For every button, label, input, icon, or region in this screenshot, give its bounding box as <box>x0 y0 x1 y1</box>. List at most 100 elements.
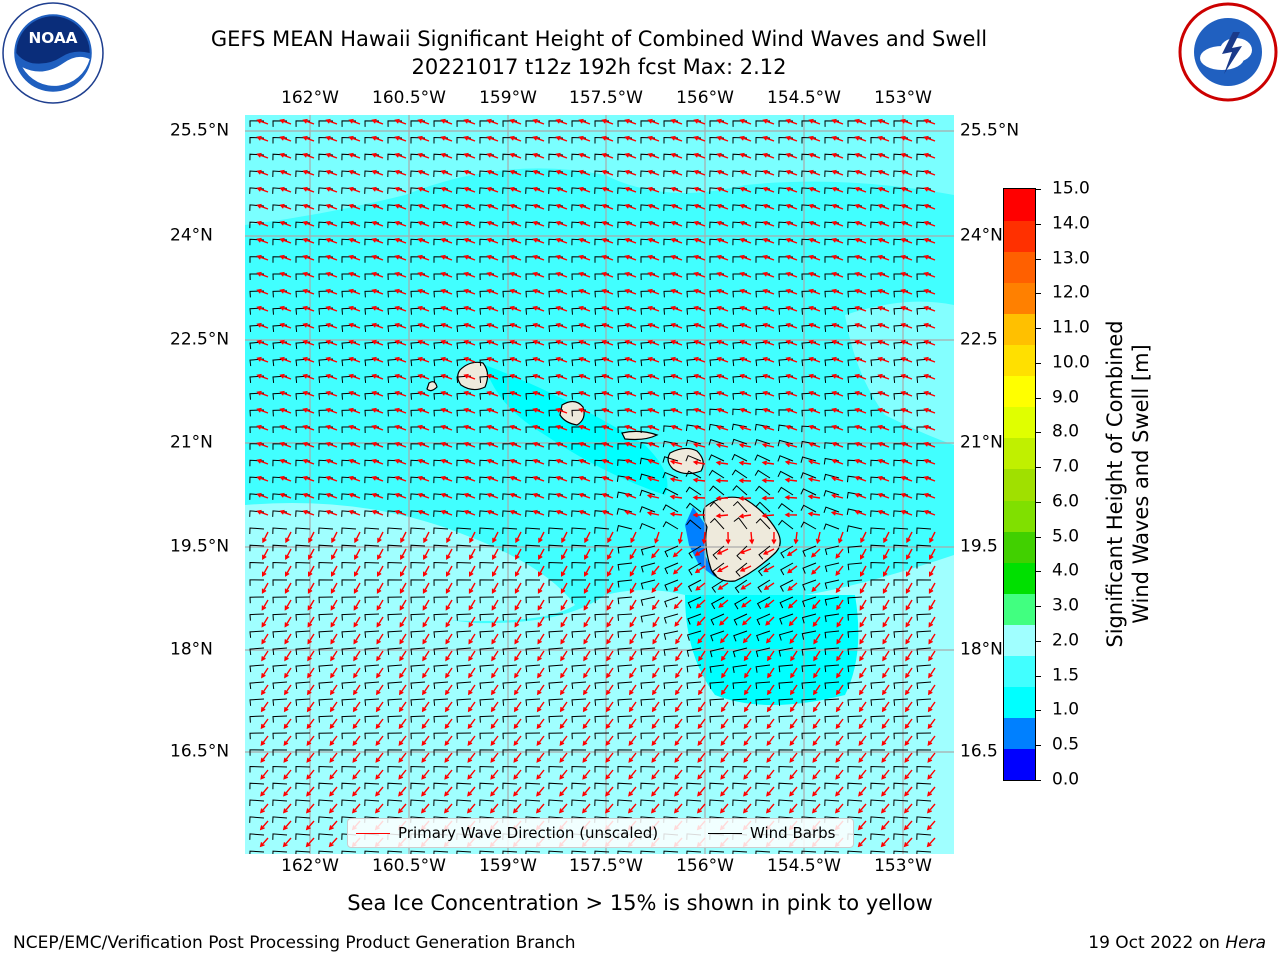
wind-barb <box>617 579 633 588</box>
wave-arrow <box>654 531 660 544</box>
wave-arrow <box>786 548 798 557</box>
wind-barb <box>687 579 702 593</box>
wind-barb <box>709 765 725 773</box>
wave-arrow <box>463 305 476 312</box>
wind-barb <box>755 850 771 854</box>
colorbar-segment <box>1004 282 1035 314</box>
wind-barb <box>341 579 357 586</box>
wave-arrow <box>630 531 637 544</box>
wave-arrow <box>283 718 292 730</box>
wave-arrow <box>854 118 867 125</box>
wave-arrow <box>762 118 775 125</box>
wind-barb <box>800 472 817 479</box>
wave-arrow <box>877 135 890 142</box>
wave-arrow <box>325 492 338 499</box>
wave-arrow <box>693 135 706 142</box>
wind-barb <box>801 647 817 656</box>
colorbar-segment <box>1004 468 1035 501</box>
lon-label-bottom: 157.5°W <box>569 856 643 876</box>
wind-barb <box>893 527 909 535</box>
wave-arrow <box>514 582 522 594</box>
wind-barb <box>870 850 886 854</box>
wave-arrow <box>881 684 890 696</box>
wind-barb <box>479 647 495 656</box>
wave-arrow <box>716 186 729 193</box>
wind-barb <box>548 782 564 790</box>
wave-arrow <box>440 169 453 176</box>
wind-barb <box>525 647 541 656</box>
wave-arrow <box>377 565 384 577</box>
wave-arrow <box>560 633 568 645</box>
wave-arrow <box>923 373 936 380</box>
wave-arrow <box>490 786 499 797</box>
wave-arrow <box>371 237 384 244</box>
wave-arrow <box>835 735 844 746</box>
wave-arrow <box>762 339 775 346</box>
colorbar-tick-label: 12.0 <box>1052 282 1090 303</box>
wind-barb <box>456 596 472 604</box>
wave-arrow <box>601 407 614 414</box>
wind-barb <box>364 596 380 604</box>
cyan-channel <box>485 365 668 495</box>
wave-arrow <box>808 271 821 278</box>
wave-arrow <box>693 288 706 295</box>
sea-ice-note: Sea Ice Concentration > 15% is shown in … <box>347 891 933 915</box>
wind-barb <box>640 765 656 773</box>
wave-arrow <box>537 582 545 594</box>
wind-barb <box>272 782 288 790</box>
wind-barb <box>318 749 334 756</box>
wave-arrow <box>555 237 568 244</box>
wave-arrow <box>601 288 614 295</box>
wind-barb <box>571 715 587 723</box>
wave-arrow <box>490 684 499 696</box>
wave-arrow <box>784 477 798 483</box>
wave-arrow <box>466 803 476 814</box>
wind-barb <box>571 596 587 604</box>
wind-barb <box>364 782 380 790</box>
wave-arrow <box>784 460 798 466</box>
wind-barb <box>662 487 679 496</box>
wind-barb <box>801 698 817 706</box>
wind-barb <box>249 527 265 535</box>
wave-arrow <box>532 254 545 261</box>
wave-arrow <box>624 203 637 210</box>
wave-arrow <box>900 288 913 295</box>
wave-arrow <box>555 220 568 227</box>
wave-arrow <box>509 424 522 431</box>
wave-arrow <box>348 356 361 363</box>
wave-arrow <box>697 769 706 780</box>
wave-arrow <box>716 390 729 397</box>
wave-arrow <box>624 169 637 176</box>
wave-arrow <box>929 548 936 560</box>
wind-barb <box>502 732 518 740</box>
wave-arrow <box>578 475 591 482</box>
wind-barb <box>893 782 909 790</box>
wave-arrow <box>831 186 844 193</box>
wind-barb <box>571 698 587 706</box>
wave-arrow <box>670 424 683 431</box>
wave-arrow <box>555 135 568 142</box>
wave-arrow <box>440 390 453 397</box>
wave-arrow <box>606 616 614 628</box>
wind-barb <box>502 749 518 756</box>
wave-arrow <box>672 565 683 575</box>
wave-arrow <box>302 322 315 329</box>
wind-barb <box>847 664 863 673</box>
wind-barb <box>640 664 656 673</box>
wave-arrow <box>739 322 752 329</box>
wave-arrow <box>486 373 499 380</box>
wave-arrow <box>651 735 660 746</box>
wind-barb <box>571 527 587 535</box>
wave-arrow <box>578 186 591 193</box>
wave-arrow <box>256 424 269 431</box>
wave-arrow <box>532 271 545 278</box>
wave-arrow <box>716 407 729 414</box>
wave-arrow <box>716 203 729 210</box>
wind-barb <box>502 579 518 586</box>
wave-arrow <box>670 305 683 312</box>
wind-barb <box>272 765 288 773</box>
wind-barb <box>525 698 541 706</box>
wind-barb <box>778 681 794 690</box>
wind-barb <box>249 596 265 604</box>
wave-arrow <box>629 633 637 645</box>
